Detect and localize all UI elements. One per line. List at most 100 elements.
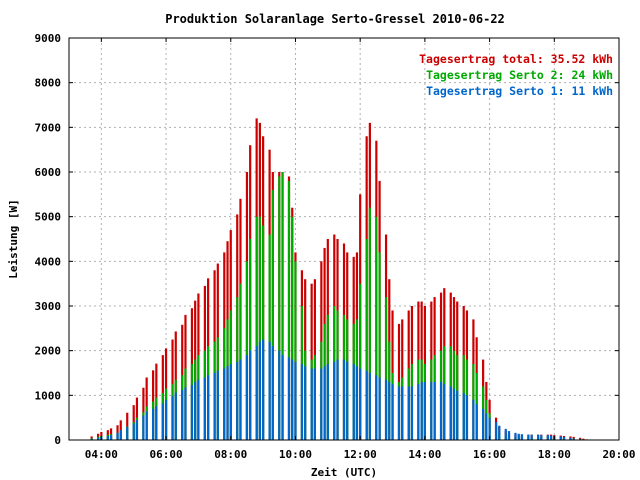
bar-serto-1 (342, 359, 346, 440)
bar-serto-1 (475, 404, 478, 440)
bar-serto-1 (164, 399, 168, 440)
bar-serto-1 (391, 384, 394, 440)
bar-serto-1 (245, 355, 249, 440)
bar-serto-1 (346, 361, 349, 440)
bar-total (572, 436, 575, 440)
bar-total (106, 430, 109, 440)
bar-serto-1 (171, 396, 174, 440)
bar-serto-1 (152, 408, 155, 440)
x-tick-label: 10:00 (279, 448, 312, 461)
bar-serto-1 (537, 434, 540, 440)
legend-entry: Tagesertrag Serto 1: 11 kWh (426, 84, 613, 98)
bar-serto-1 (375, 375, 378, 440)
bar-serto-1 (336, 359, 339, 440)
bar-serto-1 (106, 435, 109, 440)
bar-serto-2 (359, 283, 362, 440)
bar-serto-1 (355, 366, 359, 440)
bar-total (126, 412, 129, 440)
bar-serto-1 (549, 435, 553, 440)
bar-serto-1 (326, 364, 329, 440)
bar-serto-1 (271, 346, 274, 440)
bar-serto-1 (352, 364, 355, 440)
bar-serto-2 (278, 176, 281, 440)
bar-serto-2 (368, 207, 371, 440)
bar-serto-1 (194, 381, 197, 440)
x-tick-label: 08:00 (214, 448, 247, 461)
y-tick-label: 0 (54, 434, 61, 447)
y-tick-label: 4000 (35, 255, 62, 268)
bar-serto-2 (375, 216, 378, 440)
bar-serto-1 (333, 361, 336, 440)
bar-serto-1 (216, 370, 219, 440)
y-tick-label: 3000 (35, 300, 62, 313)
bar-serto-1 (520, 434, 524, 440)
bar-serto-1 (417, 384, 420, 440)
bar-serto-1 (207, 375, 210, 440)
y-tick-label: 1000 (35, 389, 62, 402)
bar-serto-1 (562, 436, 566, 440)
bar-serto-1 (423, 381, 426, 440)
chart-legend: Tagesertrag total: 35.52 kWh Tagesertrag … (419, 52, 613, 98)
bar-serto-1 (239, 359, 242, 440)
bar-serto-2 (249, 239, 252, 440)
bar-serto-1 (449, 386, 452, 440)
bar-serto-1 (278, 350, 281, 440)
bar-serto-1 (313, 368, 316, 440)
chart-title: Produktion Solaranlage Serto-Gressel 201… (165, 12, 505, 26)
bar-serto-1 (249, 350, 252, 440)
x-tick-label: 18:00 (538, 448, 571, 461)
bar-serto-1 (281, 355, 284, 440)
bar-serto-1 (119, 430, 122, 440)
bar-serto-1 (368, 373, 371, 440)
y-tick-label: 5000 (35, 211, 62, 224)
bar-serto-1 (540, 435, 543, 440)
bar-serto-1 (236, 361, 239, 440)
x-tick-label: 12:00 (344, 448, 377, 461)
bar-serto-1 (262, 339, 265, 440)
bar-serto-1 (190, 385, 194, 440)
bar-serto-1 (174, 392, 177, 440)
bar-serto-1 (109, 435, 113, 440)
bar-serto-1 (304, 366, 307, 440)
bar-serto-2 (268, 234, 271, 440)
bar-serto-2 (287, 180, 291, 440)
bar-serto-1 (401, 386, 404, 440)
bar-serto-1 (488, 417, 491, 440)
bar-serto-1 (514, 432, 517, 440)
bar-serto-1 (482, 408, 485, 440)
bar-serto-1 (504, 428, 507, 440)
bar-serto-1 (527, 434, 530, 440)
x-tick-label: 20:00 (602, 448, 635, 461)
bar-serto-1 (530, 434, 533, 440)
bar-serto-1 (410, 386, 414, 440)
bar-serto-1 (407, 386, 410, 440)
bar-serto-1 (472, 399, 475, 440)
bar-total (116, 425, 119, 440)
y-tick-label: 9000 (35, 32, 62, 45)
bar-serto-1 (184, 387, 187, 440)
bar-serto-1 (456, 390, 459, 440)
bar-serto-1 (310, 368, 313, 440)
bar-serto-1 (465, 395, 469, 440)
bar-serto-1 (433, 381, 436, 440)
bar-serto-1 (388, 381, 391, 440)
y-axis-ticks: 0 1000 2000 3000 4000 5000 6000 7000 8000 9000 (35, 32, 619, 447)
x-tick-label: 14:00 (408, 448, 441, 461)
bar-serto-1 (291, 359, 294, 440)
bar-serto-2 (281, 172, 284, 440)
bar-serto-1 (452, 388, 456, 440)
legend-entry: Tagesertrag total: 35.52 kWh (419, 52, 613, 66)
bar-serto-1 (142, 415, 145, 440)
bar-serto-2 (378, 252, 381, 440)
bar-serto-1 (161, 403, 164, 440)
bar-serto-1 (258, 341, 261, 440)
bar-serto-1 (420, 381, 423, 440)
y-axis-label: Leistung [W] (7, 199, 20, 278)
y-tick-label: 6000 (35, 166, 62, 179)
bar-serto-1 (155, 406, 158, 440)
bar-serto-1 (323, 366, 326, 440)
bar-serto-2 (291, 216, 294, 440)
bar-serto-1 (507, 431, 511, 440)
bar-serto-1 (397, 386, 401, 440)
bar-serto-2 (262, 225, 265, 440)
